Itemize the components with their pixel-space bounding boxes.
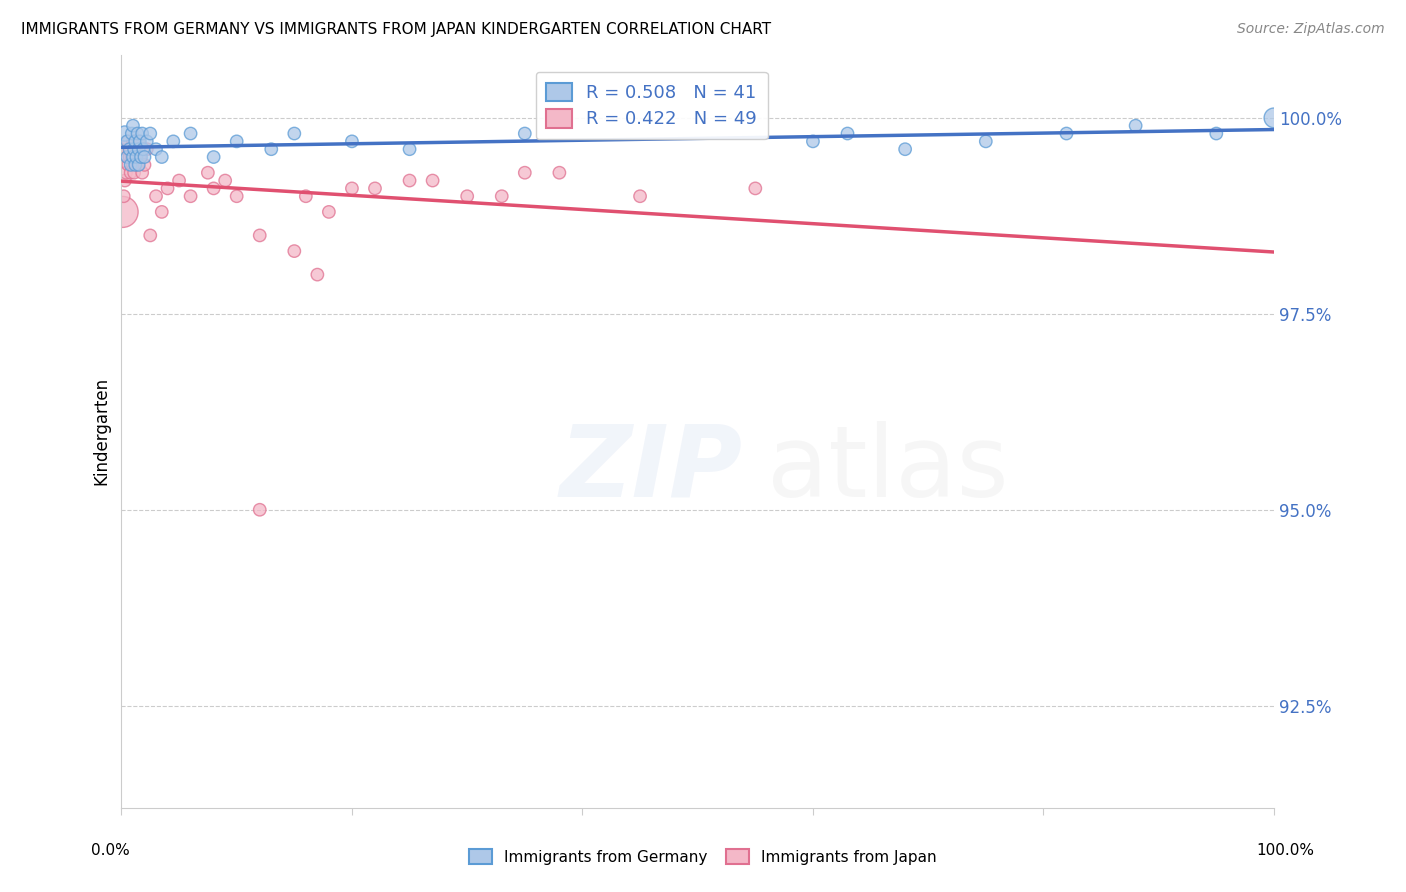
Point: [112, 189, 135, 203]
Point: [162, 134, 184, 148]
Point: [131, 166, 153, 180]
Point: [128, 134, 150, 148]
Point: [628, 189, 651, 203]
Point: [128, 134, 150, 148]
Point: [145, 189, 167, 203]
Point: [340, 134, 363, 148]
Point: [283, 244, 305, 258]
Point: [1205, 127, 1227, 141]
Point: [202, 181, 225, 195]
Point: [513, 127, 536, 141]
Point: [214, 173, 236, 187]
Point: [122, 158, 145, 172]
Point: [122, 119, 145, 133]
Point: [122, 150, 145, 164]
Point: [398, 142, 420, 156]
Text: 100.0%: 100.0%: [1257, 843, 1315, 858]
Point: [398, 173, 420, 187]
Point: [132, 142, 155, 156]
Point: [121, 150, 143, 164]
Point: [134, 158, 156, 172]
Point: [131, 127, 153, 141]
Point: [115, 134, 138, 148]
Point: [139, 228, 162, 243]
Point: [115, 150, 138, 164]
Point: [122, 134, 145, 148]
Point: [260, 142, 283, 156]
Point: [129, 150, 152, 164]
Point: [1056, 127, 1078, 141]
Point: [548, 166, 571, 180]
Point: [156, 181, 179, 195]
Point: [340, 181, 363, 195]
Point: [128, 158, 150, 172]
Point: [122, 166, 145, 180]
Point: [135, 142, 157, 156]
Point: [115, 142, 138, 156]
Point: [125, 142, 148, 156]
Point: [118, 142, 141, 156]
Point: [837, 127, 859, 141]
Point: [307, 268, 329, 282]
Point: [225, 189, 247, 203]
Point: [801, 134, 824, 148]
Point: [180, 189, 202, 203]
Point: [197, 166, 219, 180]
Point: [134, 150, 156, 164]
Point: [125, 150, 148, 164]
Point: [135, 134, 157, 148]
Text: 0.0%: 0.0%: [91, 843, 131, 858]
Point: [120, 166, 142, 180]
Point: [456, 189, 478, 203]
Point: [422, 173, 444, 187]
Text: IMMIGRANTS FROM GERMANY VS IMMIGRANTS FROM JAPAN KINDERGARTEN CORRELATION CHART: IMMIGRANTS FROM GERMANY VS IMMIGRANTS FR…: [21, 22, 772, 37]
Point: [318, 205, 340, 219]
Point: [202, 150, 225, 164]
Point: [124, 134, 146, 148]
Point: [513, 166, 536, 180]
Point: [128, 142, 150, 156]
Point: [120, 142, 142, 156]
Point: [1263, 111, 1285, 125]
Point: [127, 127, 149, 141]
Point: [117, 158, 139, 172]
Point: [150, 150, 173, 164]
Point: [295, 189, 318, 203]
Point: [150, 205, 173, 219]
Point: [120, 158, 142, 172]
Point: [167, 173, 190, 187]
Point: [180, 127, 202, 141]
Point: [124, 150, 146, 164]
Point: [974, 134, 997, 148]
Text: Source: ZipAtlas.com: Source: ZipAtlas.com: [1237, 22, 1385, 37]
Text: ZIP: ZIP: [560, 420, 742, 517]
Point: [249, 228, 271, 243]
Point: [1125, 119, 1147, 133]
Point: [894, 142, 917, 156]
Point: [122, 142, 145, 156]
Point: [127, 158, 149, 172]
Point: [114, 127, 136, 141]
Point: [115, 150, 138, 164]
Y-axis label: Kindergarten: Kindergarten: [93, 377, 110, 485]
Point: [121, 127, 143, 141]
Point: [117, 134, 139, 148]
Point: [139, 127, 162, 141]
Point: [283, 127, 305, 141]
Point: [111, 205, 134, 219]
Point: [145, 142, 167, 156]
Text: atlas: atlas: [766, 420, 1008, 517]
Legend: Immigrants from Germany, Immigrants from Japan: Immigrants from Germany, Immigrants from…: [463, 843, 943, 871]
Point: [124, 158, 146, 172]
Point: [114, 173, 136, 187]
Point: [744, 181, 766, 195]
Point: [491, 189, 513, 203]
Point: [115, 166, 138, 180]
Point: [128, 150, 150, 164]
Legend: R = 0.508   N = 41, R = 0.422   N = 49: R = 0.508 N = 41, R = 0.422 N = 49: [536, 71, 768, 139]
Point: [364, 181, 387, 195]
Point: [118, 150, 141, 164]
Point: [225, 134, 247, 148]
Point: [249, 502, 271, 516]
